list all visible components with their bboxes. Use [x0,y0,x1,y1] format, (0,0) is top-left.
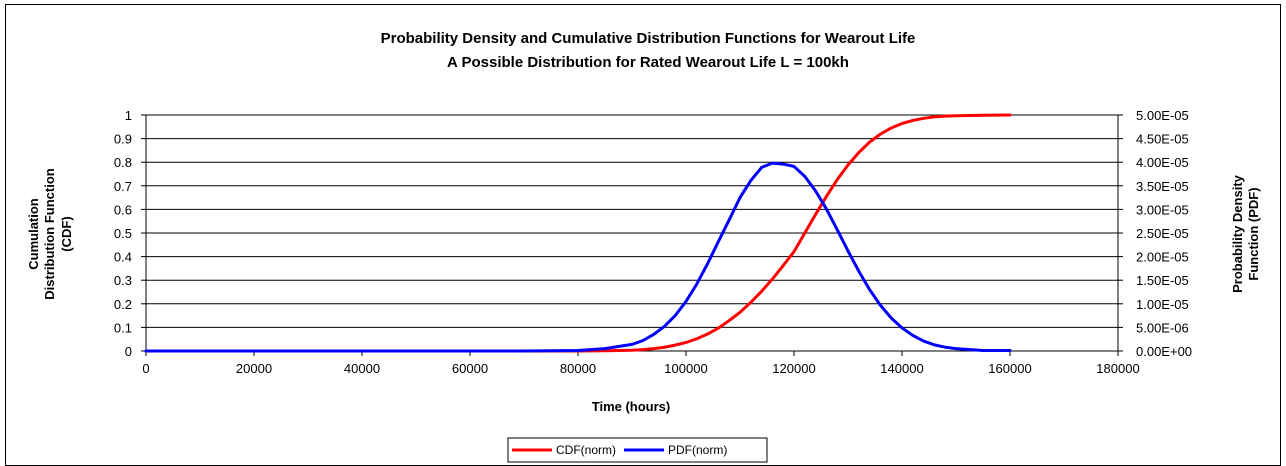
x-tick-label: 160000 [988,361,1031,376]
y-right-tick-label: 3.50E-05 [1136,179,1189,194]
x-tick-label: 80000 [560,361,596,376]
y-right-tick-label: 2.50E-05 [1136,226,1189,241]
y-right-tick-label: 3.00E-05 [1136,202,1189,217]
x-tick-label: 140000 [880,361,923,376]
x-axis-label: Time (hours) [592,399,671,414]
x-tick-label: 180000 [1096,361,1139,376]
x-tick-label: 0 [142,361,149,376]
legend-label-pdf: PDF(norm) [668,443,727,457]
x-tick-label: 20000 [236,361,272,376]
x-tick-label: 100000 [664,361,707,376]
gridlines [146,114,1118,328]
y-left-label-line-1: Cumulation [26,198,41,270]
y-right-tick-label: 1.00E-05 [1136,297,1189,312]
y-left-label-line-3: (CDF) [59,216,74,251]
y-left-axis-label: Cumulation Distribution Function (CDF) [26,168,74,299]
y-right-tick-label: 4.00E-05 [1136,155,1189,170]
chart-title: Probability Density and Cumulative Distr… [381,30,916,47]
legend: CDF(norm) PDF(norm) [507,437,768,463]
y-left-tick-label: 0.8 [114,155,132,170]
y-right-tick-label: 5.00E-06 [1136,320,1189,335]
y-right-tick-label: 1.50E-05 [1136,273,1189,288]
y-left-tick-label: 0.9 [114,132,132,147]
series-line-pdf [144,161,1012,353]
y-left-tick-label: 0.1 [114,320,132,335]
series-layer [144,113,1012,353]
x-tick-label: 40000 [344,361,380,376]
y-left-tick-label: 0 [125,344,132,359]
y-right-tick-label: 5.00E-05 [1136,108,1189,123]
y-left-tick-label: 0.4 [114,250,132,265]
y-left-tick-label: 1 [125,108,132,123]
y-left-tick-label: 0.7 [114,179,132,194]
y-left-tick-labels: 0 0.1 0.2 0.3 0.4 0.5 0.6 0.7 0.8 0.9 1 [114,108,132,359]
y-right-tick-label: 0.00E+00 [1136,344,1192,359]
y-left-label-line-2: Distribution Function [42,168,57,299]
x-tick-label: 120000 [772,361,815,376]
y-right-tick-label: 4.50E-05 [1136,132,1189,147]
y-right-label-line-2: Function (PDF) [1246,187,1261,280]
y-right-tick-label: 2.00E-05 [1136,250,1189,265]
y-left-tick-label: 0.2 [114,297,132,312]
x-tick-label: 60000 [452,361,488,376]
chart-subtitle: A Possible Distribution for Rated Wearou… [447,54,849,71]
legend-label-cdf: CDF(norm) [556,443,616,457]
y-right-label-line-1: Probability Density [1230,174,1245,293]
y-left-tick-label: 0.6 [114,202,132,217]
y-left-tick-label: 0.5 [114,226,132,241]
x-tick-labels: 0 20000 40000 60000 80000 100000 120000 140000 1… [142,361,1139,376]
y-left-tick-label: 0.3 [114,273,132,288]
y-right-tick-labels: 0.00E+00 5.00E-06 1.00E-05 1.50E-05 2.00E-05… [1136,108,1192,359]
y-right-axis-label: Probability Density Function (PDF) [1230,174,1261,293]
axes [141,114,1123,356]
